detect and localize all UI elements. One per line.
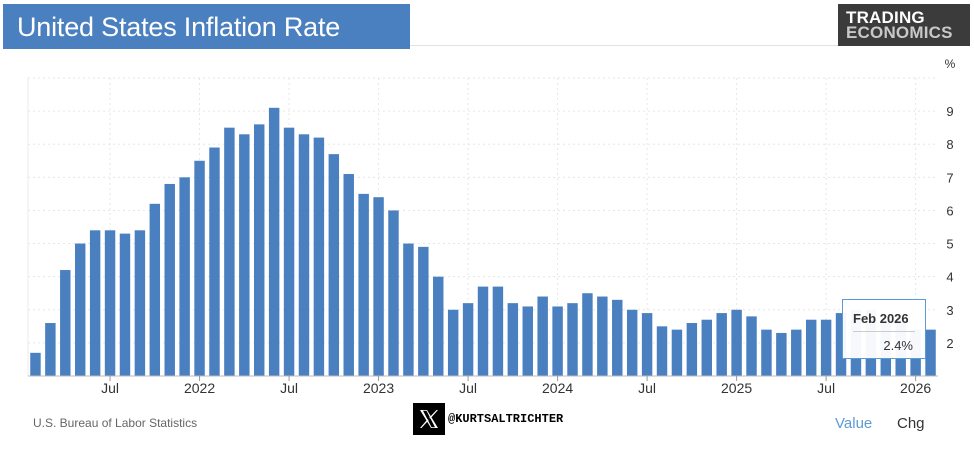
bar-2022-12 [358, 193, 369, 376]
bar-2022-02 [209, 147, 220, 376]
bar-2023-03 [403, 243, 414, 376]
bar-2022-10 [328, 154, 340, 376]
bar-2022-07 [283, 127, 295, 377]
y-tick-label: 5 [946, 237, 953, 252]
bar-2023-05 [433, 276, 444, 376]
bar-2024-06 [626, 309, 638, 376]
source-text: U.S. Bureau of Labor Statistics [33, 416, 198, 430]
bar-2023-02 [388, 210, 399, 376]
bar-2025-01 [731, 309, 742, 376]
bar-2023-12 [537, 296, 548, 376]
bar-2023-11 [522, 306, 533, 376]
bar-2025-07 [820, 319, 832, 376]
bar-2021-03 [45, 323, 56, 376]
x-tick-label: 2024 [542, 380, 573, 396]
bar-2024-08 [656, 326, 668, 376]
bar-2025-06 [805, 319, 817, 376]
y-tick-label: 9 [946, 104, 953, 119]
x-tick-label: 2023 [363, 380, 394, 396]
tab-chg[interactable]: Chg [897, 415, 925, 432]
bar-2024-11 [701, 319, 712, 376]
logo-line-2: ECONOMICS [846, 23, 953, 42]
tooltip-date: Feb 2026 [853, 311, 909, 326]
bar-2025-05 [791, 329, 802, 376]
tab-value[interactable]: Value [835, 415, 873, 432]
bar-2024-01 [552, 306, 563, 376]
bar-2023-08 [477, 286, 489, 376]
bar-2023-09 [492, 286, 504, 376]
bar-2021-02 [30, 352, 41, 376]
bar-2024-05 [612, 299, 623, 376]
x-tick-label: Jul [817, 380, 835, 396]
y-tick-label: 7 [946, 170, 953, 185]
bar-2021-05 [74, 243, 86, 376]
bar-2025-02 [746, 316, 757, 376]
y-tick-label: 3 [946, 303, 953, 318]
x-logo-icon [413, 403, 445, 435]
x-tick-label: 2022 [184, 380, 215, 396]
bar-2024-07 [641, 313, 653, 376]
x-tick-label: Jul [101, 380, 119, 396]
x-tick-label: 2025 [721, 380, 752, 396]
bar-2021-11 [164, 183, 175, 376]
bar-2026-02 [925, 329, 936, 376]
bar-2021-06 [89, 230, 101, 376]
bar-2022-11 [343, 174, 354, 376]
social-handle: @KURTSALTRICHTER [413, 402, 563, 436]
y-tick-label: 4 [946, 270, 953, 285]
bar-2024-10 [686, 323, 698, 376]
bar-2022-08 [298, 134, 310, 376]
bar-2024-02 [567, 303, 578, 376]
page-title: United States Inflation Rate [3, 4, 410, 49]
y-axis-unit: % [945, 57, 956, 71]
bar-2023-07 [462, 303, 474, 376]
bar-2021-07 [104, 230, 116, 376]
x-tick-label: Jul [280, 380, 298, 396]
y-tick-label: 8 [946, 137, 953, 152]
y-tick-label: 6 [946, 203, 953, 218]
y-tick-label: 2 [946, 336, 953, 351]
header-divider [410, 45, 838, 46]
bar-2025-03 [761, 329, 772, 376]
x-tick-label: Jul [638, 380, 656, 396]
bar-2024-09 [671, 329, 683, 376]
x-tick-label: Jul [459, 380, 477, 396]
bar-2022-06 [268, 107, 280, 377]
logo-line-1: TRADING [846, 8, 925, 27]
bar-2024-03 [582, 293, 593, 376]
bar-2021-12 [179, 177, 190, 376]
bar-2021-08 [119, 233, 131, 376]
bar-2023-06 [447, 309, 459, 376]
bar-2025-04 [776, 332, 787, 376]
bar-2023-10 [507, 303, 519, 376]
x-tick-label: 2026 [900, 380, 931, 396]
handle-text: @KURTSALTRICHTER [448, 412, 564, 426]
trading-economics-logo[interactable]: TRADING ECONOMICS [838, 4, 970, 46]
bar-2022-09 [313, 137, 325, 376]
bar-2024-12 [716, 313, 727, 376]
bar-2022-05 [254, 124, 265, 376]
bar-2021-09 [134, 230, 146, 376]
bar-2021-10 [149, 203, 161, 376]
bar-2023-04 [418, 246, 429, 376]
bar-2022-03 [224, 127, 235, 377]
tooltip-value: 2.4% [883, 338, 913, 353]
bar-2022-01 [194, 160, 205, 376]
bar-2022-04 [239, 134, 250, 376]
bar-2025-08 [835, 313, 847, 376]
bar-2024-04 [597, 296, 608, 376]
bar-2023-01 [373, 197, 384, 376]
data-tooltip: Feb 2026 2.4% [842, 299, 926, 359]
bar-2021-04 [60, 270, 71, 376]
tooltip-divider [853, 331, 915, 332]
